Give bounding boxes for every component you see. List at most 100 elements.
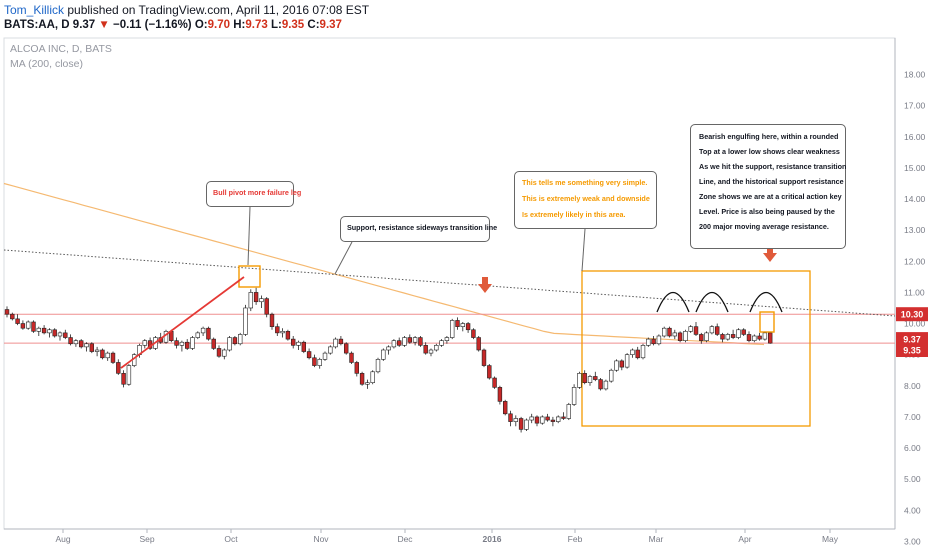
y-tick-label: 5.00: [904, 474, 921, 484]
candle-body: [449, 320, 455, 338]
candle-body: [73, 340, 79, 345]
y-tick-label: 12.00: [904, 256, 926, 266]
candle-body: [439, 340, 444, 346]
candle-body: [222, 349, 227, 357]
candle-body: [598, 379, 603, 390]
candle-body: [444, 337, 450, 341]
legend-indicator: MA (200, close): [10, 58, 83, 70]
candle-body: [269, 313, 275, 327]
candle-body: [121, 373, 126, 385]
price-tag: [896, 307, 928, 322]
candle-body: [10, 313, 15, 320]
x-tick-label: Dec: [397, 534, 413, 544]
candle-body: [290, 338, 296, 346]
candle-body: [418, 337, 423, 346]
low-label: L:: [270, 19, 282, 31]
publish-line: Tom_Killick published on TradingView.com…: [4, 3, 369, 17]
bearish-line-5: Zone shows we are at a critical action k…: [699, 192, 842, 201]
candle-body: [412, 337, 418, 343]
close-value: 9.37: [319, 19, 342, 31]
candle-body: [375, 359, 381, 373]
rounded-top-arc: [656, 292, 690, 313]
candle-body: [492, 377, 497, 388]
candle-body: [677, 332, 683, 341]
author-link[interactable]: Tom_Killick: [4, 3, 65, 17]
candle-body: [253, 292, 259, 303]
x-tick-label: Nov: [313, 534, 329, 544]
y-tick-label: 13.00: [904, 225, 926, 235]
candle-body: [248, 292, 253, 309]
candle-body: [603, 380, 609, 390]
candle-body: [513, 418, 519, 422]
bearish-line-7: 200 major moving average resistance.: [699, 222, 829, 231]
candle-body: [624, 354, 630, 368]
candle-body: [693, 326, 699, 335]
support-line-note[interactable]: Support, resistance sideways transition …: [340, 216, 497, 242]
candle-body: [20, 323, 26, 329]
symbol-label: BATS:AA, D: [4, 19, 70, 31]
high-label: H:: [233, 19, 246, 31]
candle-body: [720, 334, 725, 340]
key-zone-box: [581, 270, 811, 427]
y-tick-label: 8.00: [904, 381, 921, 391]
candle-body: [407, 337, 412, 343]
bull-leg-line: [120, 276, 245, 369]
candle-body: [94, 349, 100, 352]
candle-body: [582, 373, 587, 383]
bearish-engulfing-note[interactable]: Bearish engulfing here, within a rounded…: [690, 124, 846, 249]
candle-body: [391, 340, 397, 348]
x-tick-label: Oct: [224, 534, 238, 544]
candle-body: [428, 349, 434, 354]
candle-body: [481, 349, 487, 366]
price-tag-label: 10.30: [901, 310, 924, 320]
publish-info: published on TradingView.com, April 11, …: [67, 3, 370, 17]
y-tick-label: 14.00: [904, 194, 926, 204]
candle-body: [619, 360, 625, 368]
candle-body: [317, 359, 322, 366]
candle-body: [206, 327, 211, 340]
last-price: 9.37: [72, 19, 96, 31]
candle-body: [725, 334, 731, 340]
candle-body: [328, 346, 333, 354]
engulfing-highlight-box: [759, 311, 775, 333]
bull-pivot-note[interactable]: Bull pivot more failure leg: [206, 181, 301, 207]
legend-title: ALCOA INC, D, BATS: [10, 43, 112, 55]
price-tag: [896, 332, 928, 347]
candle-body: [460, 323, 465, 327]
plot-area: [3, 37, 896, 530]
rounded-top-arc: [695, 292, 729, 313]
candle-body: [57, 332, 63, 337]
support-note-pointer: [334, 241, 353, 275]
candle-body: [672, 332, 678, 337]
chart-header: Tom_Killick published on TradingView.com…: [4, 0, 924, 36]
y-tick-label: 4.00: [904, 505, 921, 515]
candle-body: [52, 329, 57, 337]
x-tick-label: Sep: [139, 534, 154, 544]
open-value: 9.70: [207, 19, 231, 31]
candle-body: [285, 331, 291, 340]
candle-body: [762, 332, 768, 340]
candle-body: [577, 373, 582, 388]
candle-body: [47, 329, 52, 334]
weakness-line-1: This tells me something very simple.: [522, 178, 648, 187]
candle-body: [497, 387, 503, 402]
candle-body: [471, 329, 476, 338]
moving-average-line: [3, 182, 765, 346]
candle-body: [396, 340, 402, 346]
weakness-note[interactable]: This tells me something very simple. Thi…: [514, 171, 657, 229]
candle-body: [502, 401, 508, 415]
candle-body: [423, 345, 428, 354]
candle-body: [455, 320, 460, 327]
candle-body: [587, 376, 593, 383]
weakness-note-pointer: [581, 228, 586, 272]
y-tick-label: 18.00: [904, 70, 926, 80]
down-arrow-icon: ▼: [98, 19, 110, 31]
rounded-top-arc: [749, 292, 783, 313]
bearish-line-2: Top at a lower low shows clear weakness: [699, 147, 840, 156]
y-tick-label: 10.00: [904, 319, 926, 329]
candle-body: [105, 352, 110, 359]
candle-body: [243, 307, 248, 335]
symbol-line: BATS:AA, D 9.37 ▼ −0.11 (−1.16%) O:9.70 …: [4, 19, 342, 31]
x-tick-label: 2016: [483, 534, 502, 544]
